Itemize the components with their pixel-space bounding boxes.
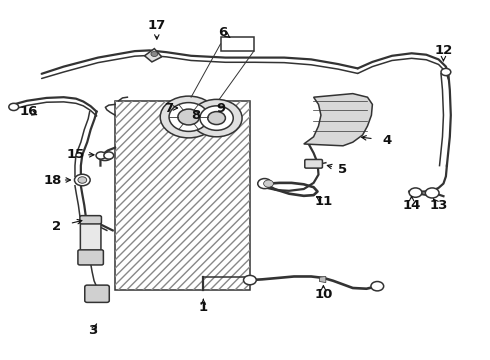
Circle shape: [160, 96, 217, 138]
Circle shape: [409, 188, 422, 197]
Text: 3: 3: [89, 324, 98, 337]
Text: 15: 15: [67, 148, 85, 161]
Polygon shape: [115, 101, 250, 290]
FancyBboxPatch shape: [78, 250, 103, 265]
Circle shape: [78, 177, 87, 183]
Text: 18: 18: [44, 174, 62, 186]
Circle shape: [9, 103, 19, 111]
Text: 10: 10: [314, 288, 333, 301]
Text: 1: 1: [199, 301, 208, 314]
Text: 14: 14: [402, 199, 421, 212]
Text: 11: 11: [314, 195, 333, 208]
Circle shape: [191, 99, 242, 137]
Circle shape: [258, 179, 271, 189]
Circle shape: [244, 275, 256, 285]
Circle shape: [208, 112, 225, 125]
FancyBboxPatch shape: [80, 216, 101, 224]
FancyBboxPatch shape: [85, 285, 109, 302]
Text: 7: 7: [165, 102, 173, 114]
Text: 2: 2: [52, 220, 61, 233]
Text: 5: 5: [339, 163, 347, 176]
Circle shape: [104, 152, 114, 159]
Circle shape: [178, 109, 199, 125]
Text: 8: 8: [192, 109, 200, 122]
Polygon shape: [319, 276, 326, 283]
Circle shape: [425, 188, 439, 198]
Polygon shape: [145, 49, 162, 62]
Text: 6: 6: [219, 26, 227, 39]
Text: 16: 16: [19, 105, 38, 118]
Text: 12: 12: [434, 44, 453, 57]
Circle shape: [169, 103, 208, 131]
Text: 13: 13: [429, 199, 448, 212]
Text: 4: 4: [383, 134, 392, 147]
Circle shape: [264, 180, 273, 187]
Text: 9: 9: [216, 102, 225, 114]
FancyBboxPatch shape: [80, 219, 101, 254]
Circle shape: [151, 51, 158, 57]
Circle shape: [200, 106, 233, 130]
Circle shape: [74, 174, 90, 186]
Circle shape: [96, 152, 106, 159]
Circle shape: [371, 282, 384, 291]
Text: 17: 17: [147, 19, 166, 32]
Polygon shape: [304, 94, 372, 146]
Circle shape: [441, 68, 451, 76]
FancyBboxPatch shape: [305, 159, 322, 168]
